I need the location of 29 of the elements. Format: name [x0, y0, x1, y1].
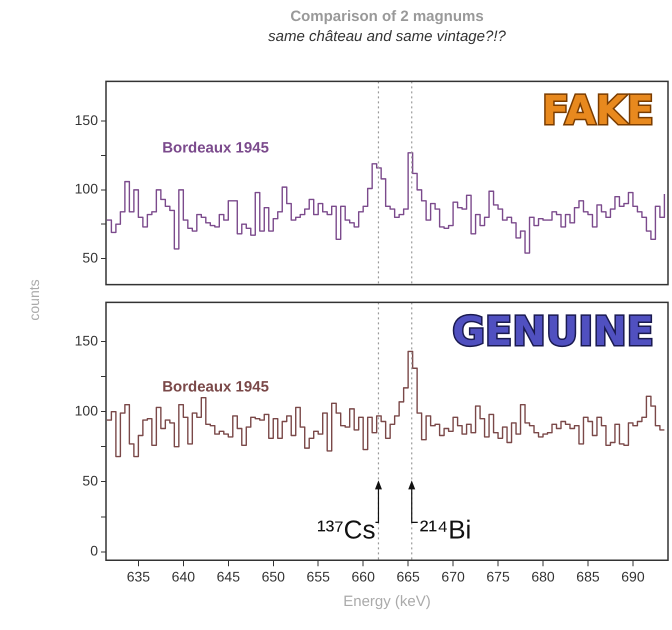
x-tick-label: 690	[621, 568, 645, 584]
annotation: ²¹⁴Bi	[420, 514, 472, 544]
x-tick-label: 655	[306, 568, 330, 584]
x-tick-label: 660	[351, 568, 376, 584]
y-tick-label: 150	[74, 112, 98, 128]
text: Bordeaux 1945	[162, 140, 269, 157]
series-label: Bordeaux 1945	[162, 378, 269, 396]
x-tick-label: 685	[576, 568, 600, 584]
x-tick-label: 640	[172, 568, 196, 584]
annotation: GENUINE	[452, 308, 654, 355]
x-tick-label: 635	[126, 568, 150, 584]
chart-subtitle: same château and same vintage?!?	[267, 28, 507, 45]
annotation: FAKE	[542, 88, 654, 134]
y-tick-label: 50	[82, 249, 98, 266]
x-tick-label: 650	[262, 568, 286, 584]
x-tick-label: 675	[486, 568, 510, 584]
annotation: ¹³⁷Cs	[316, 514, 376, 544]
y-axis-title: counts	[26, 279, 42, 321]
x-tick-label: 670	[441, 568, 465, 584]
y-tick-label: 100	[74, 180, 98, 197]
chart-title: Comparison of 2 magnums	[289, 8, 485, 25]
y-tick-label: 100	[74, 402, 98, 419]
y-tick-label: 50	[82, 472, 98, 489]
x-axis-title: Energy (keV)	[343, 593, 431, 610]
x-tick-label: 665	[396, 568, 420, 584]
x-tick-label: 680	[531, 568, 555, 584]
y-tick-label: 150	[74, 332, 98, 348]
x-tick-label: 645	[216, 568, 240, 584]
y-tick-label: 0	[90, 542, 98, 559]
